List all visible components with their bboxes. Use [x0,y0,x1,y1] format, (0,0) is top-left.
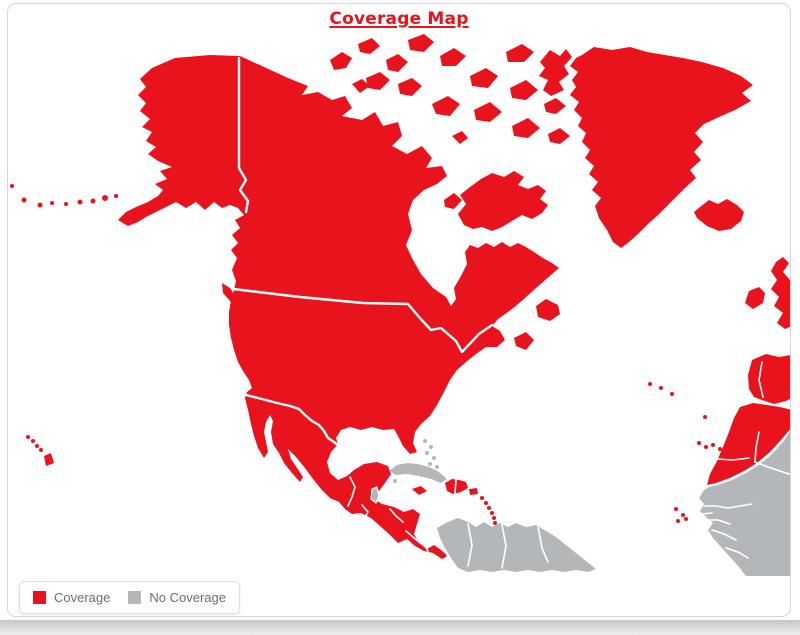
region-aleutian-islands [10,184,118,208]
region-belize [370,486,380,504]
region-bahamas [423,439,439,469]
uncovered-regions [370,431,790,576]
border-usa-mexico [244,393,340,447]
region-puerto-rico [469,488,478,495]
region-iceland [694,199,744,231]
region-canary-islands [697,441,722,451]
covered-regions [10,34,790,559]
border-africa-4 [705,519,731,525]
border-africa-gambia [700,512,713,515]
coverage-label: Coverage [54,590,111,605]
region-morocco-western-sahara [707,403,790,485]
coverage-swatch [33,591,46,604]
coverage-map-card: Coverage Map [7,3,791,617]
border-morocco-western-sahara [716,457,750,461]
region-south-america [437,518,596,572]
region-baffin [458,171,548,231]
border-africa-1 [754,431,760,463]
border-costa-rica-panama [422,542,429,552]
border-africa-6 [725,547,749,559]
region-hawaii [26,435,54,466]
border-honduras-nicaragua [389,508,404,523]
border-alaska-canada [237,56,250,214]
border-portugal-spain [758,361,764,398]
border-africa-5 [711,529,737,541]
border-nicaragua-costa-rica [405,530,420,543]
region-greenland [570,47,753,248]
region-lesser-antilles [480,496,497,525]
no-coverage-swatch [128,591,142,604]
region-vancouver-island [222,283,236,302]
region-isla-juventud [393,479,397,483]
border-south-america-3 [537,526,549,563]
coverage-map [10,34,790,576]
region-jamaica [412,486,427,495]
border-south-america-2 [501,524,507,569]
border-africa-3 [703,503,753,509]
page-bottom-shadow [0,620,800,635]
border-africa-2 [754,461,790,476]
border-mexico-guatemala [347,476,356,507]
legend: Coverage No Coverage [19,581,240,614]
region-cuba [389,463,447,483]
no-coverage-label: No Coverage [149,590,226,605]
border-panama-colombia [445,550,449,561]
border-haiti-dominican [454,479,457,494]
region-madeira [703,415,707,419]
border-south-america-1 [467,523,473,567]
region-great-britain [771,257,790,329]
region-arctic-islands [330,34,572,231]
region-north-america-mainland [118,55,559,559]
region-azores [648,382,674,396]
region-ellesmere [539,49,572,96]
page-title: Coverage Map [329,9,469,29]
region-southampton [444,193,462,209]
region-newfoundland [536,299,560,321]
region-nova-scotia [514,332,534,350]
region-iberia [748,354,790,404]
region-west-africa [699,431,790,576]
region-cape-verde [674,507,688,523]
country-borders [231,56,790,569]
region-ireland [745,287,765,309]
region-hispaniola [445,479,468,494]
border-guatemala-honduras [361,504,369,520]
border-usa-canada [231,287,494,354]
